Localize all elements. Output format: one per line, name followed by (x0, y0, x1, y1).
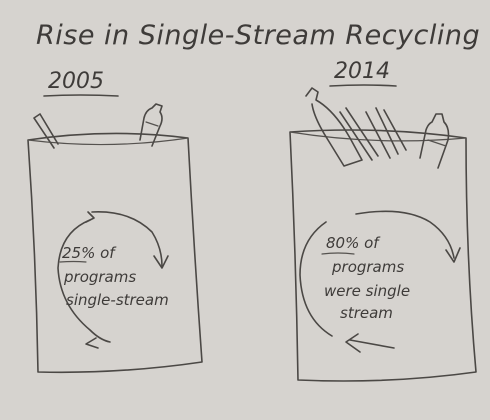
bottle-icon-2014 (419, 113, 450, 169)
svg-text:80% of: 80% of (326, 234, 381, 252)
arrowhead-2005-b (153, 255, 169, 269)
cycle-arrow-left-2005 (57, 219, 111, 343)
arrowhead-2005-a (85, 337, 99, 349)
arrowhead-2014-a (345, 333, 361, 353)
arrowhead-2005-c (85, 211, 95, 223)
recycling-bin-2014: 80% of programs were single stream (289, 87, 477, 382)
year-label-2005: 2005 (48, 69, 104, 94)
cycle-arrow-top-2014 (355, 210, 455, 259)
year-label-2014: 2014 (334, 59, 390, 84)
bin-rim-2005 (27, 137, 189, 146)
of-2014: of (359, 234, 381, 252)
note-line3-2005: single-stream (66, 291, 169, 309)
bin-outline-2005 (27, 132, 203, 374)
bin-rim-2014 (289, 131, 467, 142)
percent-2005: 25% (62, 244, 95, 262)
note-line2-2014: programs (331, 258, 404, 276)
year-underline-2005 (43, 94, 119, 97)
note-line3-2014: were single (324, 282, 410, 300)
page-title: Rise in Single-Stream Recycling (36, 20, 480, 51)
wine-bottle-icon (305, 87, 363, 167)
bottle-icon (139, 103, 163, 147)
cycle-arrow-bottom-2014 (349, 339, 395, 349)
note-line4-2014: stream (340, 304, 393, 322)
cycle-arrow-left-2014 (299, 221, 333, 337)
svg-text:25% of: 25% of (62, 244, 117, 262)
percent-underline-2014 (321, 252, 355, 255)
percent-underline-2005 (59, 260, 87, 263)
of-2005: of (95, 244, 117, 262)
bin-outline-2014 (289, 129, 477, 382)
year-underline-2014 (329, 84, 397, 87)
cycle-arrow-top-2005 (91, 211, 163, 267)
arrowhead-2014-b (445, 247, 461, 263)
percent-2014: 80% (326, 234, 359, 252)
stick-icon-a (339, 107, 379, 161)
straw-icon (33, 113, 59, 149)
note-line2-2005: programs (63, 268, 136, 286)
recycling-bin-2005: 25% of programs single-stream (27, 103, 203, 374)
stick-icon-b (365, 107, 407, 159)
